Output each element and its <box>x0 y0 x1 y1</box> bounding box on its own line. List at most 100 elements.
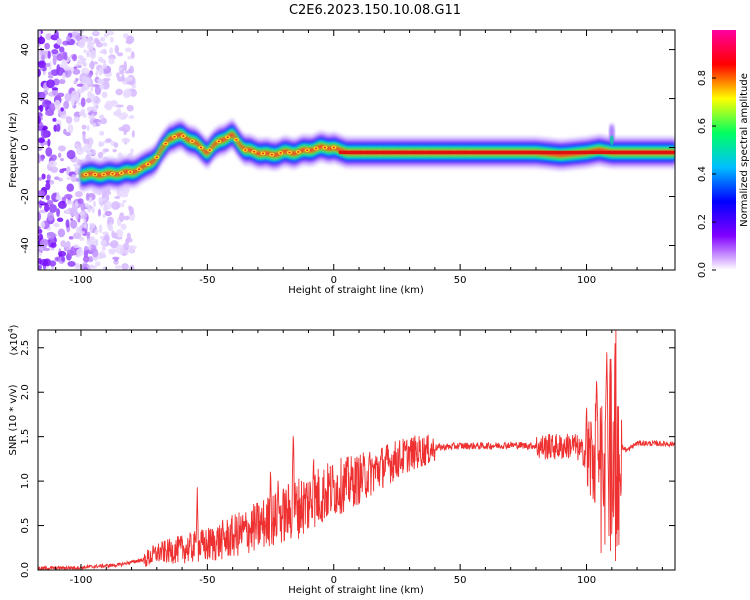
heatmap-noise-blob <box>68 236 74 240</box>
heatmap-noise-faint <box>78 111 84 117</box>
heatmap-hotspot-core <box>244 149 247 151</box>
heatmap-noise-blob <box>104 210 112 217</box>
heatmap-noise-blob <box>38 60 47 69</box>
heatmap-noise-blob <box>57 152 62 158</box>
heatmap-noise-blob <box>39 138 46 143</box>
heatmap-noise-blob <box>98 224 103 233</box>
heatmap-noise-blob <box>115 244 125 255</box>
heatmap-noise-faint <box>82 84 85 92</box>
heatmap-noise-blob <box>46 174 51 181</box>
heatmap-noise-blob <box>45 194 50 201</box>
heatmap-noise-blob <box>114 265 122 269</box>
heatmap-noise-blob <box>38 147 43 152</box>
heatmap-noise-blob <box>114 195 121 200</box>
heatmap-hotspot-core <box>270 153 274 156</box>
heatmap-noise-blob <box>38 265 43 270</box>
heatmap-noise-blob <box>114 44 120 54</box>
heatmap-noise-faint <box>73 95 80 102</box>
heatmap-noise-faint <box>79 211 85 216</box>
heatmap-ridge-band-6 <box>81 132 675 178</box>
heatmap-noise-faint <box>90 41 95 45</box>
heatmap-noise-faint <box>83 222 87 229</box>
heatmap-noise-blob <box>38 200 46 205</box>
heatmap-noise-faint <box>79 30 84 35</box>
heatmap-noise-blob <box>38 190 46 197</box>
heatmap-noise-blob <box>57 228 66 238</box>
heatmap-noise-blob <box>70 67 75 72</box>
snr-frame <box>37 329 676 571</box>
heatmap-noise-blob <box>74 190 83 198</box>
heatmap-noise-blob <box>44 204 50 212</box>
heatmap-noise-blob <box>60 114 68 120</box>
heatmap-noise-blob <box>126 104 134 112</box>
heatmap-noise-blob <box>71 53 78 62</box>
heatmap-noise-blob <box>39 104 44 112</box>
heatmap-noise-blob <box>107 216 114 226</box>
heatmap-noise-blob <box>99 235 105 240</box>
heatmap-noise-blob <box>124 70 130 74</box>
heatmap-noise-blob <box>130 51 135 59</box>
heatmap-noise-blob <box>38 251 42 258</box>
heatmap-xtick-label: -50 <box>199 275 215 286</box>
snr-line-layer <box>38 330 675 570</box>
heatmap-noise-faint <box>88 244 92 251</box>
heatmap-noise-blob <box>113 142 119 148</box>
heatmap-noise-faint <box>86 238 92 246</box>
heatmap-noise-faint <box>97 121 102 125</box>
heatmap-noise-blob <box>121 137 131 144</box>
heatmap-hotspot-core <box>199 146 203 149</box>
heatmap-noise-blob <box>53 222 60 228</box>
snr-xtick-label: -100 <box>70 575 93 586</box>
heatmap-noise-faint <box>102 231 109 235</box>
heatmap-noise-blob <box>38 211 42 222</box>
heatmap-noise-faint <box>86 150 91 154</box>
heatmap-noise-blob <box>45 33 53 40</box>
heatmap-ridge-core <box>338 150 675 155</box>
heatmap-noise-blob <box>50 154 57 161</box>
heatmap-noise-faint <box>95 238 99 246</box>
heatmap-noise-faint <box>92 105 98 113</box>
heatmap-noise-blob <box>115 88 123 96</box>
colorbar-tick-label: 0.0 <box>697 262 708 278</box>
heatmap-noise-blob <box>112 148 117 153</box>
heatmap-noise-faint <box>99 83 105 90</box>
heatmap-noise-blob <box>70 98 75 107</box>
heatmap-noise-blob <box>44 42 50 50</box>
heatmap-noise-blob <box>125 185 130 194</box>
colorbar-tick-label: 0.6 <box>697 118 708 134</box>
heatmap-noise-blob <box>56 37 62 46</box>
heatmap-noise-faint <box>85 76 91 82</box>
heatmap-noise-blob <box>67 124 74 134</box>
heatmap-noise-blob <box>76 83 85 87</box>
heatmap-noise-faint <box>81 34 87 42</box>
heatmap-ytick-label: 0 <box>20 144 31 150</box>
heatmap-noise-faint <box>74 264 81 268</box>
heatmap-noise-faint <box>92 122 97 128</box>
heatmap-noise-blob <box>53 30 59 40</box>
heatmap-hotspot-core <box>164 142 167 145</box>
heatmap-noise-blob <box>66 149 76 160</box>
heatmap-noise-blob <box>111 201 120 210</box>
heatmap-noise-blob <box>124 47 132 53</box>
heatmap-noise-faint <box>74 143 79 148</box>
heatmap-xlabel: Height of straight line (km) <box>288 285 424 296</box>
heatmap-hotspot-core <box>252 150 256 153</box>
colorbar-tick-label: 0.2 <box>697 214 708 230</box>
heatmap-noise-blob <box>83 266 89 270</box>
heatmap-noise-blob <box>65 219 70 228</box>
snr-xtick-label: 50 <box>454 575 467 586</box>
heatmap-noise-blob <box>65 240 71 251</box>
heatmap-noise-blob <box>125 40 132 44</box>
heatmap-noise-blob <box>64 92 72 102</box>
heatmap-noise-faint <box>93 30 98 35</box>
heatmap-hotspot-core <box>182 135 185 137</box>
heatmap-hotspot-core <box>190 140 194 143</box>
heatmap-noise-blob <box>123 127 127 136</box>
heatmap-noise-blob <box>121 202 125 208</box>
heatmap-noise-blob <box>56 53 64 62</box>
heatmap-noise-blob <box>125 238 130 245</box>
heatmap-noise-faint <box>89 138 94 145</box>
heatmap-noise-blob <box>85 97 93 103</box>
heatmap-hotspot-core <box>297 151 300 153</box>
heatmap-noise-faint <box>88 107 92 112</box>
